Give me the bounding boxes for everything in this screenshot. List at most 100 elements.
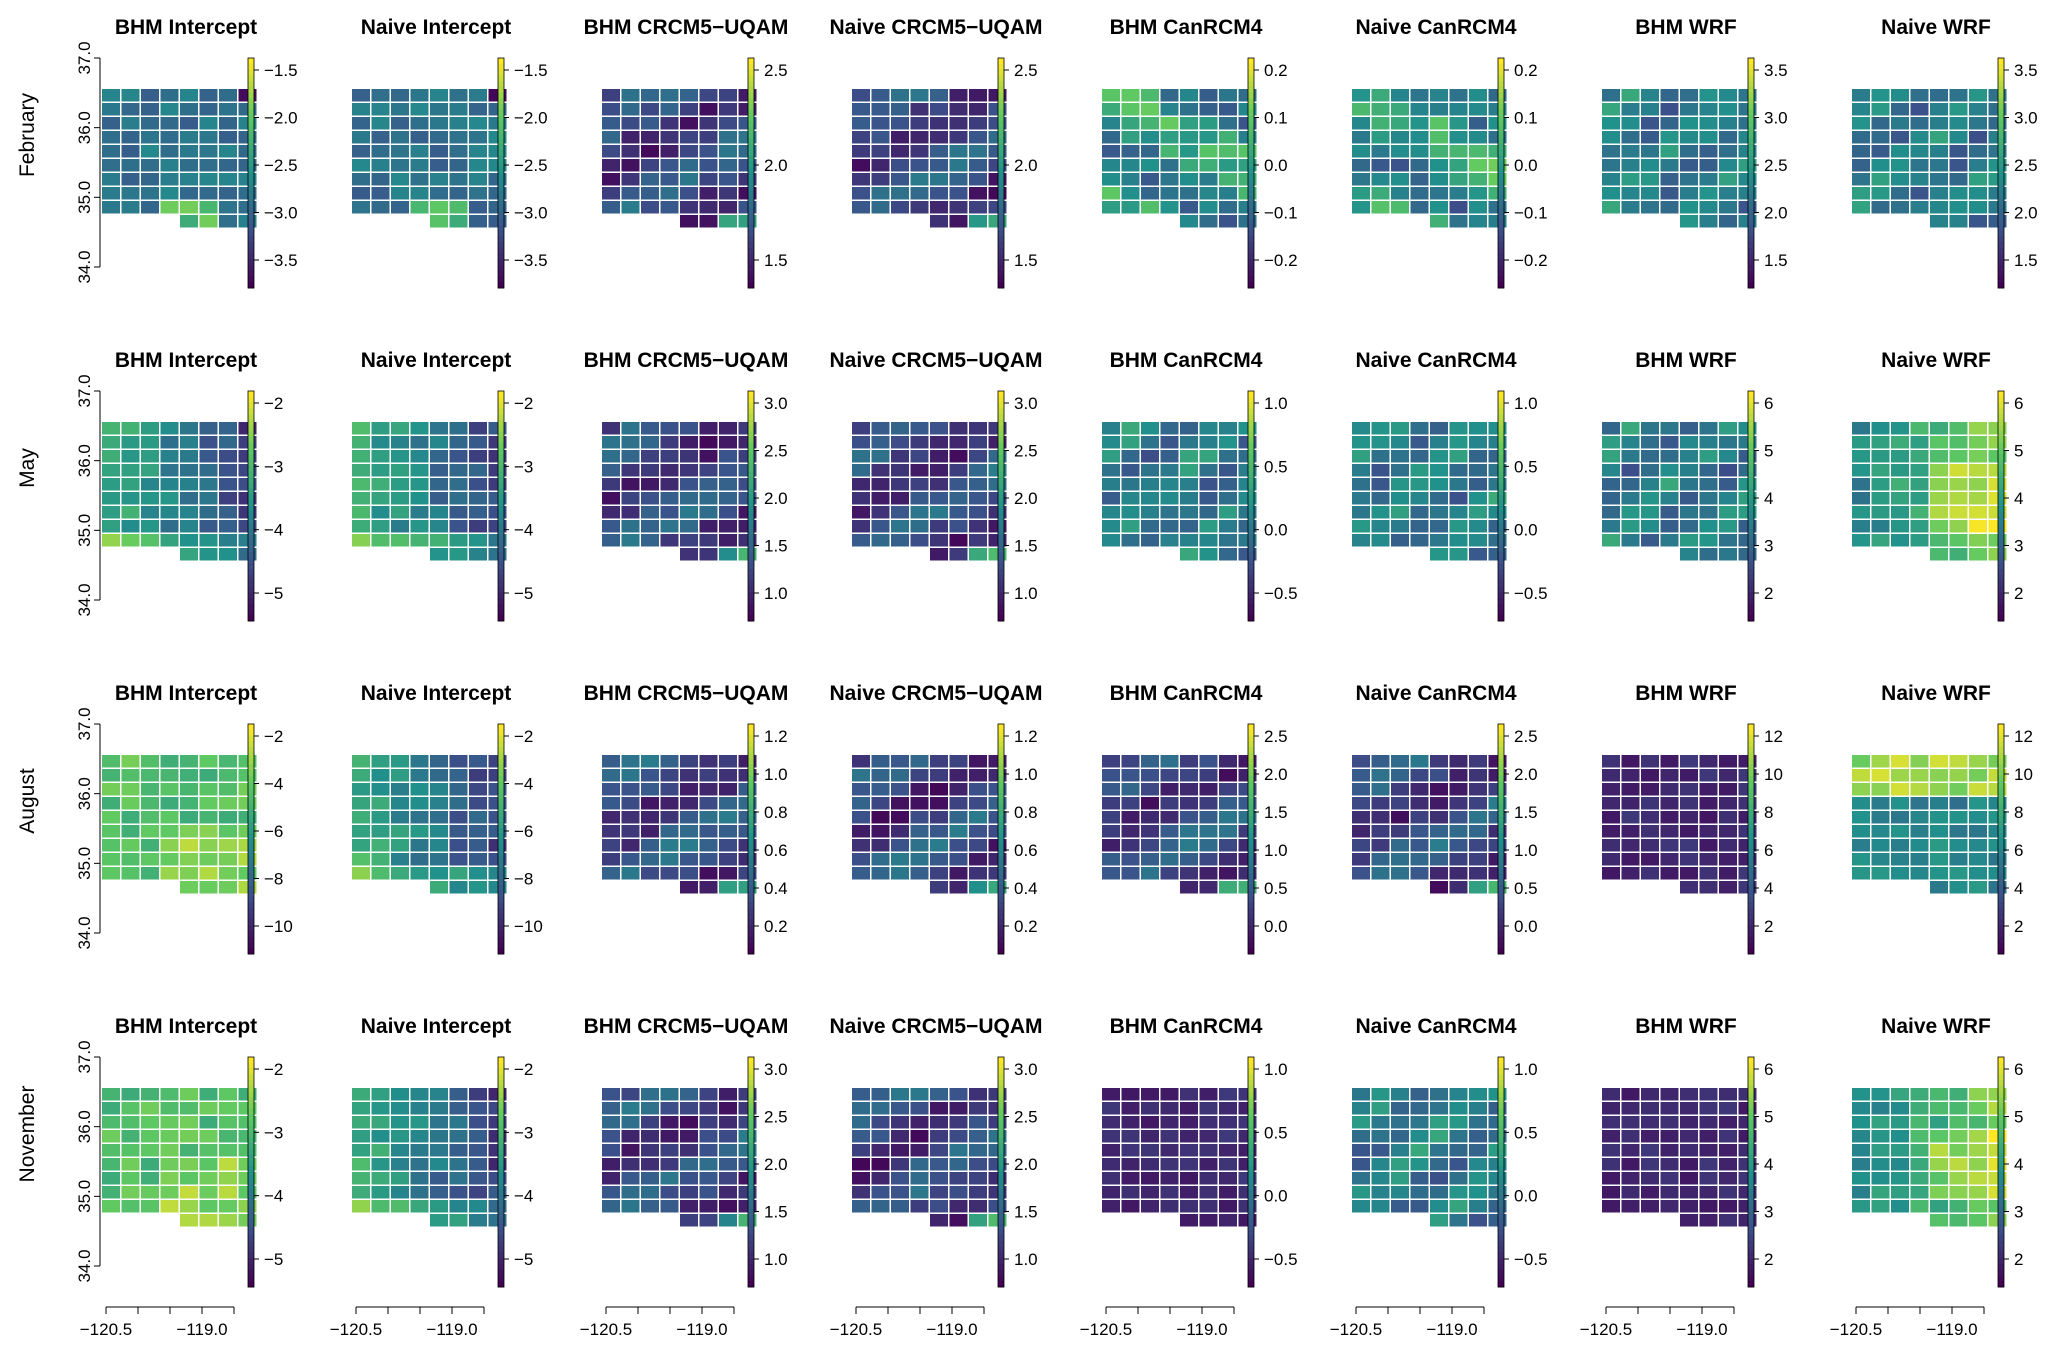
heatmap-cell — [1371, 422, 1390, 435]
colorbar-segment — [748, 1177, 754, 1184]
heatmap-cell — [1719, 1102, 1737, 1115]
colorbar-segment — [1748, 1108, 1754, 1115]
heatmap-cell — [621, 117, 640, 130]
colorbar-segment — [748, 270, 754, 277]
heatmap-cell — [469, 1200, 487, 1213]
heatmap-cell — [1391, 1116, 1409, 1129]
colorbar-segment — [1498, 931, 1504, 938]
heatmap-cell — [1949, 797, 1968, 810]
heatmap-cell — [1141, 422, 1159, 435]
heatmap-cell — [469, 520, 487, 533]
heatmap-cell — [1391, 464, 1409, 477]
heatmap-cell — [1930, 825, 1948, 838]
heatmap-cell — [1121, 520, 1140, 533]
heatmap-cell — [949, 783, 968, 796]
heatmap-cell — [219, 881, 237, 894]
panel-title: BHM Intercept — [115, 16, 257, 39]
heatmap-cell — [1891, 1158, 1909, 1171]
colorbar-segment — [248, 282, 254, 289]
colorbar-segment — [1498, 615, 1504, 622]
heatmap-cell — [1449, 187, 1468, 200]
heatmap-cell — [1891, 520, 1909, 533]
heatmap-cell — [641, 1158, 659, 1171]
colorbar-segment — [1748, 1229, 1754, 1236]
colorbar-tick-label: −0.2 — [1514, 251, 1548, 270]
heatmap-cell — [430, 853, 448, 866]
heatmap-cell — [1949, 159, 1968, 172]
heatmap-cell — [1719, 825, 1737, 838]
colorbar-segment — [1998, 178, 2004, 185]
heatmap-cell — [371, 145, 390, 158]
colorbar-segment — [1498, 213, 1504, 220]
colorbar-segment — [748, 747, 754, 754]
heatmap-cell — [1352, 117, 1370, 130]
heatmap-cell — [1891, 769, 1909, 782]
heatmap-cell — [391, 853, 409, 866]
colorbar-segment — [498, 844, 504, 851]
colorbar-segment — [1998, 908, 2004, 915]
heatmap-cell — [621, 783, 640, 796]
colorbar-segment — [1748, 1235, 1754, 1242]
colorbar-segment — [1498, 758, 1504, 765]
heatmap-cell — [180, 117, 198, 130]
colorbar-segment — [498, 729, 504, 736]
heatmap-cell — [719, 534, 737, 547]
colorbar-segment — [248, 500, 254, 507]
heatmap-cell — [1430, 534, 1448, 547]
heatmap-cell — [180, 797, 198, 810]
heatmap-cell — [1660, 1130, 1679, 1143]
heatmap-cell — [1121, 117, 1140, 130]
heatmap-cell — [1219, 159, 1237, 172]
heatmap-cell — [1949, 755, 1968, 768]
heatmap-cell — [660, 1158, 679, 1171]
heatmap-cell — [1352, 783, 1370, 796]
colorbar-segment — [1748, 242, 1754, 249]
colorbar-segment — [1248, 69, 1254, 76]
colorbar-tick-label: −0.5 — [1514, 1250, 1548, 1269]
heatmap-cell — [621, 1144, 640, 1157]
heatmap-cell — [410, 825, 429, 838]
heatmap-cell — [1680, 534, 1698, 547]
colorbar-segment — [1748, 816, 1754, 823]
heatmap-cell — [1199, 1144, 1218, 1157]
heatmap-cell — [1449, 117, 1468, 130]
heatmap-panel: Naive Intercept−2−3−4−5 — [352, 349, 533, 622]
colorbar-segment — [998, 810, 1004, 817]
heatmap-cell — [1641, 117, 1659, 130]
colorbar-segment — [1498, 729, 1504, 736]
heatmap-cell — [1930, 755, 1948, 768]
colorbar-frame — [1247, 57, 1255, 289]
colorbar-segment — [498, 592, 504, 599]
heatmap-cell — [1660, 755, 1679, 768]
colorbar-segment — [498, 75, 504, 82]
colorbar-segment — [1248, 1281, 1254, 1288]
colorbar-segment — [1998, 1068, 2004, 1075]
heatmap-cell — [1199, 867, 1218, 880]
colorbar-frame — [1747, 723, 1755, 955]
y-tick-label: 35.0 — [75, 181, 94, 214]
heatmap-cell — [219, 89, 237, 102]
heatmap-cell — [1410, 436, 1429, 449]
colorbar-segment — [748, 764, 754, 771]
heatmap-cell — [410, 131, 429, 144]
heatmap-cell — [930, 755, 948, 768]
heatmap-cell — [391, 201, 409, 214]
colorbar-tick-label: −3.0 — [514, 204, 548, 223]
heatmap-cell — [1102, 1130, 1120, 1143]
colorbar-segment — [1998, 1246, 2004, 1253]
heatmap-cell — [949, 867, 968, 880]
colorbar-segment — [1998, 850, 2004, 857]
colorbar-segment — [498, 804, 504, 811]
heatmap-cell — [680, 201, 698, 214]
colorbar-segment — [498, 81, 504, 88]
colorbar-segment — [1998, 471, 2004, 478]
colorbar-segment — [1748, 781, 1754, 788]
heatmap-cell — [1660, 811, 1679, 824]
heatmap-cell — [1352, 867, 1370, 880]
colorbar-segment — [1998, 196, 2004, 203]
colorbar-segment — [1998, 86, 2004, 93]
heatmap-cell — [1949, 215, 1968, 228]
heatmap-cell — [871, 187, 890, 200]
heatmap-cell — [1219, 811, 1237, 824]
